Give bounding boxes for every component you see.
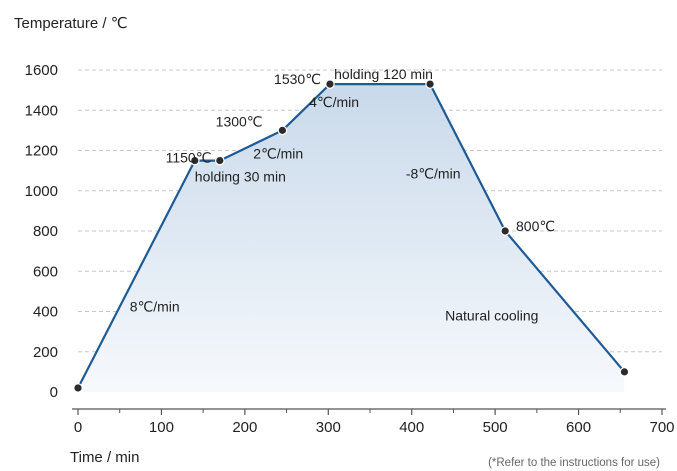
points-layer [73,79,630,393]
annotation-label: -8℃/min [406,166,461,182]
y-tick-label: 1200 [25,143,58,160]
x-tick-label: 500 [483,419,508,436]
annotation-label: 4℃/min [309,94,359,110]
annotation-label: holding 120 min [334,66,433,82]
annotation-label: 1530℃ [274,71,321,87]
annotation-label: holding 30 min [195,169,286,185]
y-tick-label: 600 [33,263,58,280]
area-fill [78,84,625,392]
x-tick-label: 200 [232,419,257,436]
y-tick-label: 1000 [25,183,58,200]
x-tick-label: 0 [74,419,82,436]
y-tick-label: 0 [50,384,58,401]
y-axis-title: Temperature / ℃ [14,15,128,32]
annotation-label: 1150℃ [166,150,212,166]
x-tick-label: 400 [399,419,424,436]
x-tick-label: 600 [566,419,591,436]
data-point [325,79,335,89]
data-point [215,155,225,166]
data-point [425,79,435,89]
y-tick-label: 800 [33,223,58,240]
x-tick-label: 700 [649,419,674,436]
axis-layer: 0 100 200 300 400 500 600 700 [72,408,675,436]
annotation-label: 1300℃ [216,113,263,129]
y-tick-label: 200 [33,344,58,361]
annotation-layer: 8℃/min 1150℃ holding 30 min 2℃/min 1300℃ 4℃/m… [130,66,555,324]
annotation-label: 8℃/min [130,299,180,315]
data-point [619,367,630,377]
data-point [277,125,288,136]
data-point [190,155,200,166]
annotation-label: Natural cooling [445,308,538,324]
x-axis-title: Time / min [70,449,139,466]
x-tick-label: 100 [149,419,174,436]
x-tick-label: 300 [316,419,341,436]
y-tick-label: 400 [33,304,58,321]
data-point [500,226,510,236]
footnote: (*Refer to the instructions for use) [488,457,660,469]
annotation-label: 2℃/min [253,146,303,162]
y-tick-label: 1400 [25,102,58,119]
data-point [73,383,83,393]
annotation-label: 800℃ [516,218,555,234]
y-tick-label: 1600 [25,62,58,79]
